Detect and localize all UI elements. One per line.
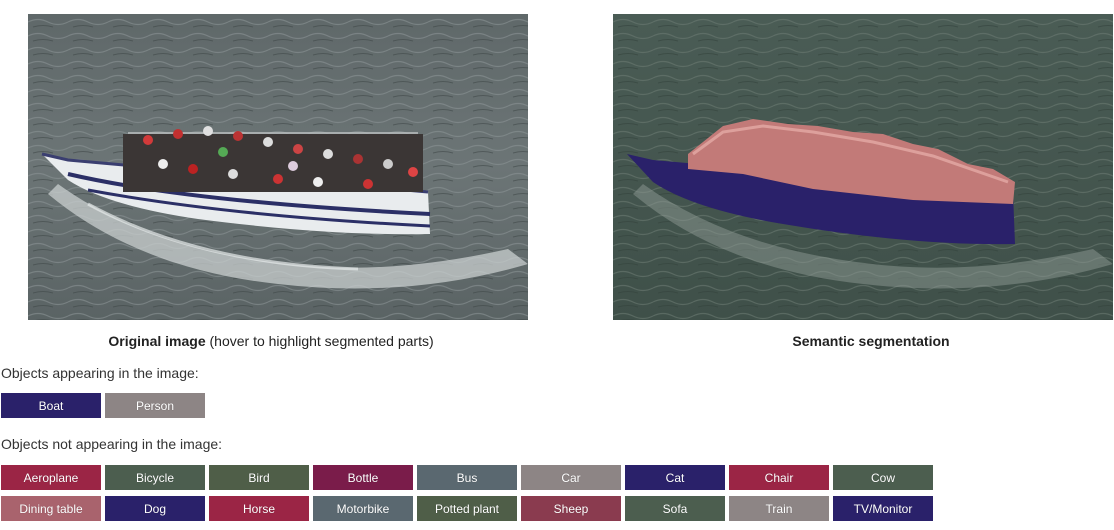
object-class-chip-person[interactable]: Person [105,393,205,418]
object-class-chip-motorbike[interactable]: Motorbike [313,496,413,521]
original-image[interactable] [28,14,528,320]
object-class-chip-train[interactable]: Train [729,496,829,521]
object-class-chip-chair[interactable]: Chair [729,465,829,490]
object-class-chip-boat[interactable]: Boat [1,393,101,418]
segmentation-overlay [613,14,1113,320]
object-class-chip-potted-plant[interactable]: Potted plant [417,496,517,521]
original-boat-photo [28,14,528,320]
segmentation-caption: Semantic segmentation [630,333,1112,349]
object-class-chip-horse[interactable]: Horse [209,496,309,521]
absent-objects-row: Aeroplane Bicycle Bird Bottle Bus Car Cat Chair… [1,465,933,490]
object-class-chip-dining-table[interactable]: Dining table [1,496,101,521]
object-class-chip-car[interactable]: Car [521,465,621,490]
present-objects-list: Boat Person [1,393,205,418]
object-class-chip-cat[interactable]: Cat [625,465,725,490]
original-image-title: Original image [108,333,206,349]
original-image-caption: Original image (hover to highlight segme… [0,333,542,349]
object-class-chip-bottle[interactable]: Bottle [313,465,413,490]
object-class-chip-aeroplane[interactable]: Aeroplane [1,465,101,490]
object-class-chip-bird[interactable]: Bird [209,465,309,490]
absent-objects-heading: Objects not appearing in the image: [1,436,223,452]
segmentation-title: Semantic segmentation [792,333,950,349]
object-class-chip-cow[interactable]: Cow [833,465,933,490]
object-class-chip-tv-monitor[interactable]: TV/Monitor [833,496,933,521]
object-class-chip-sheep[interactable]: Sheep [521,496,621,521]
absent-objects-row: Dining table Dog Horse Motorbike Potted plan… [1,496,933,521]
object-class-chip-bicycle[interactable]: Bicycle [105,465,205,490]
object-class-chip-bus[interactable]: Bus [417,465,517,490]
object-class-chip-sofa[interactable]: Sofa [625,496,725,521]
segmentation-image [613,14,1113,320]
object-class-chip-dog[interactable]: Dog [105,496,205,521]
present-objects-heading: Objects appearing in the image: [1,365,199,381]
original-image-hint: (hover to highlight segmented parts) [209,333,434,349]
